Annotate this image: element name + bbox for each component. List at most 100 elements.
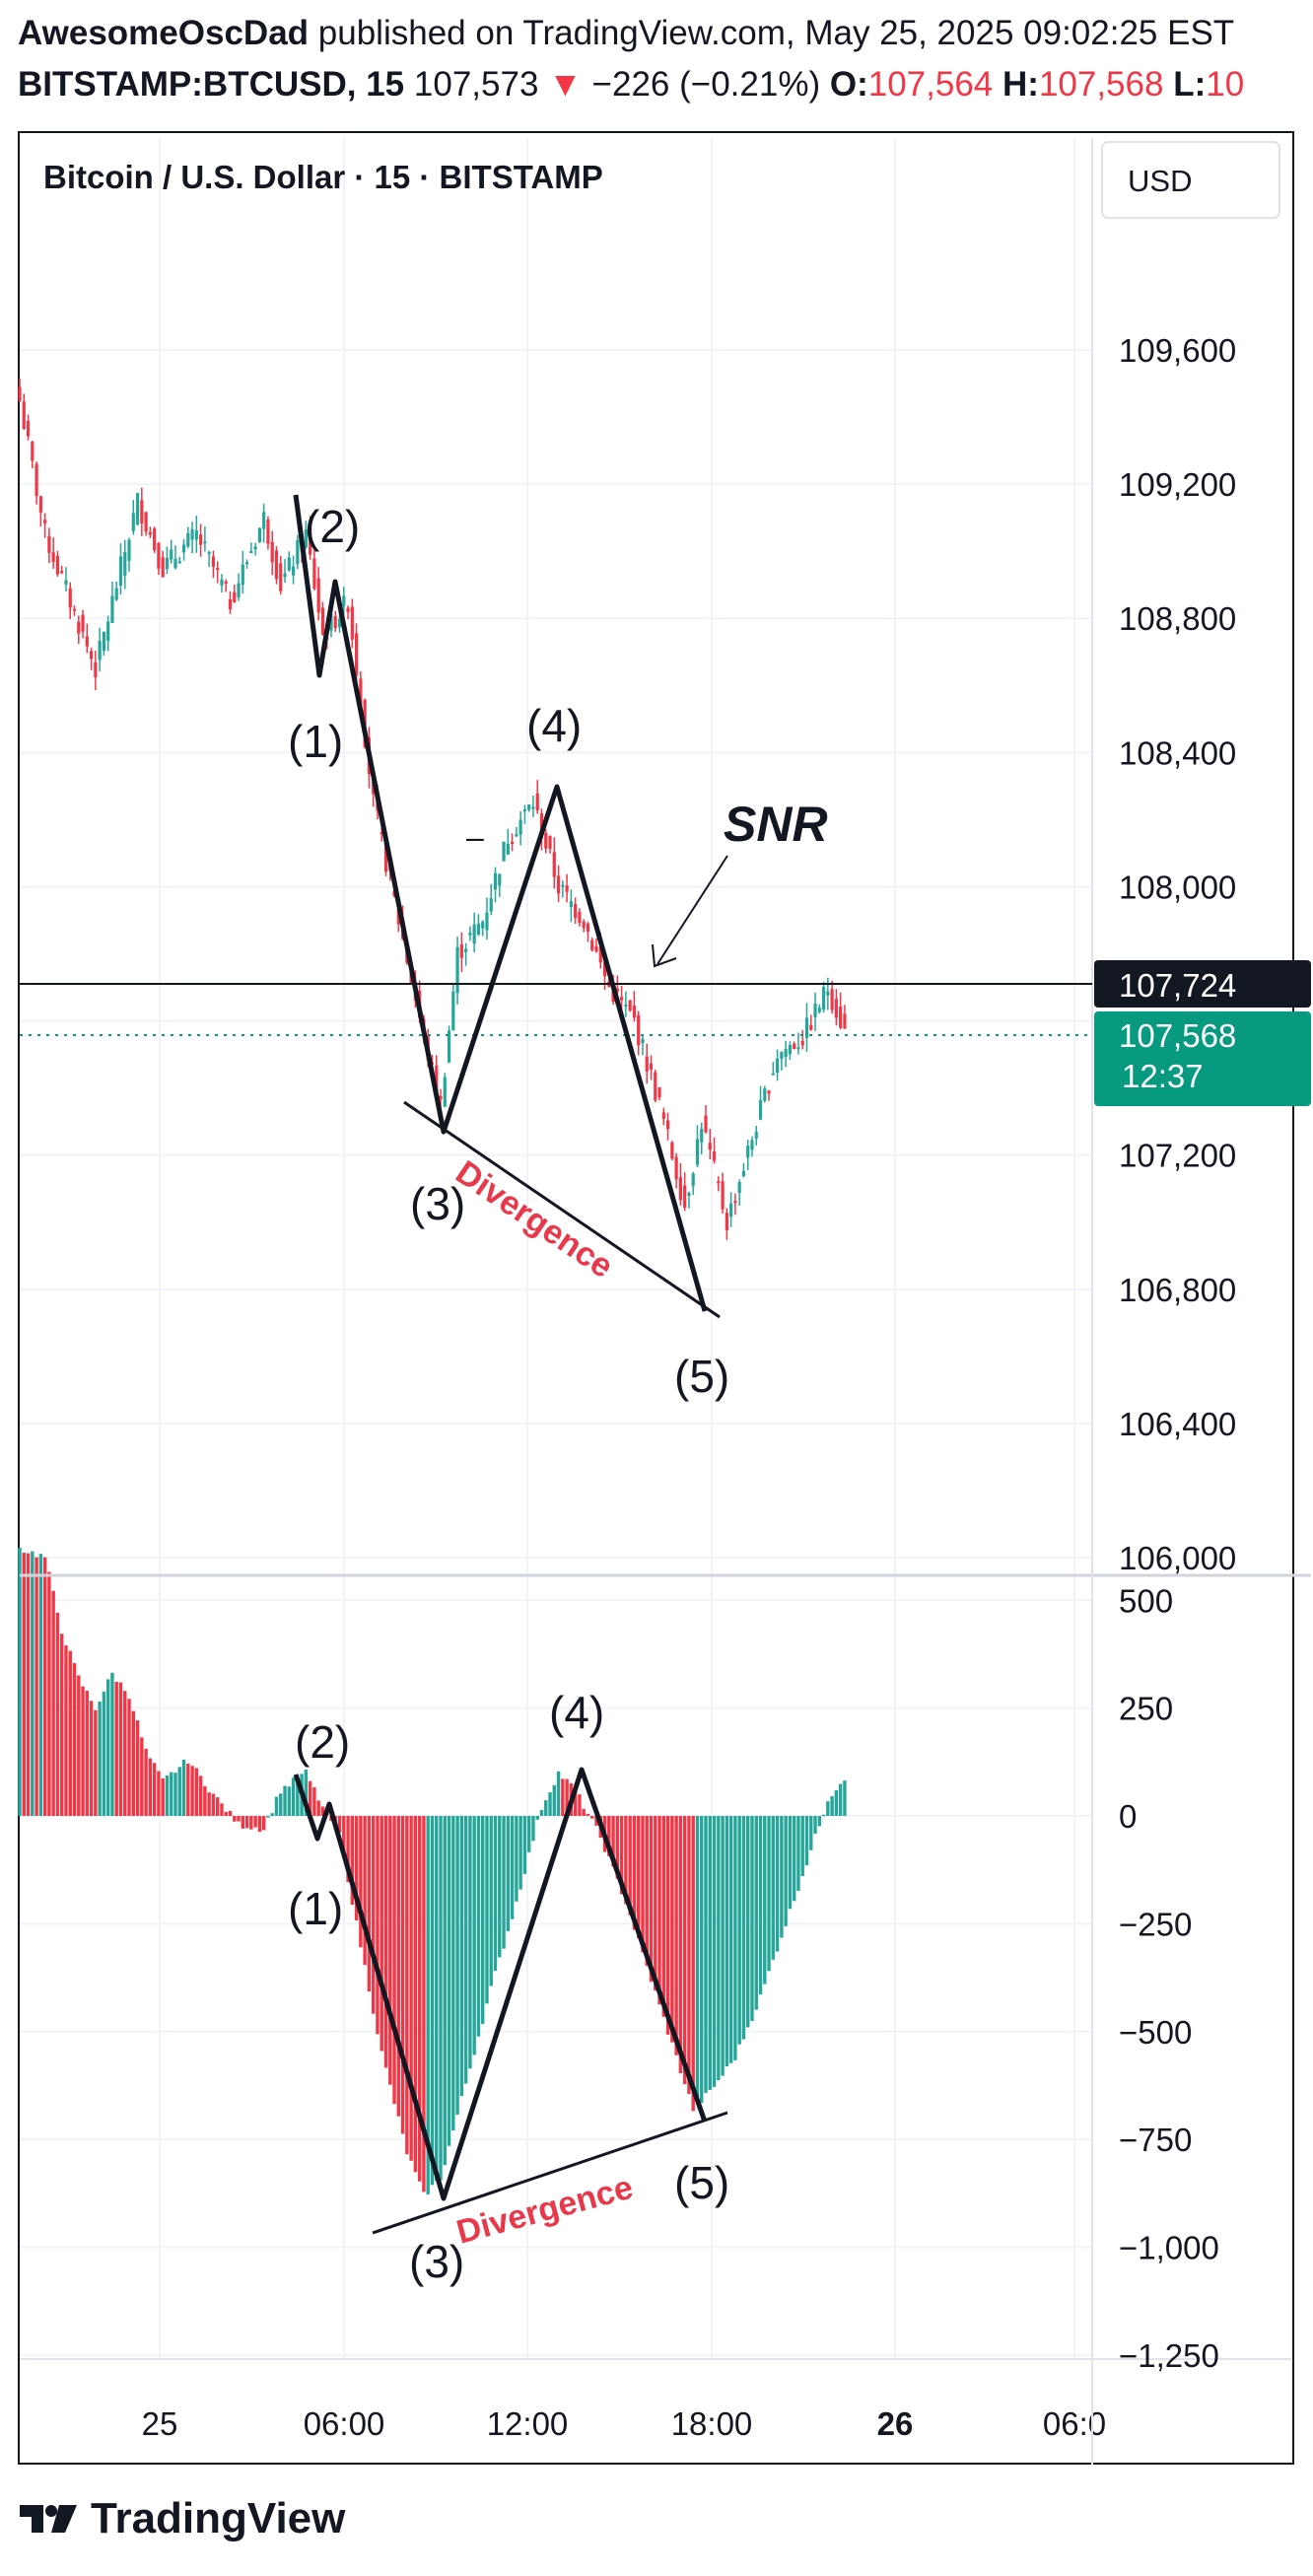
candle[interactable] [447,1025,451,1064]
candle[interactable] [776,1049,780,1081]
candle[interactable] [459,932,463,972]
candle[interactable] [464,942,468,966]
candle[interactable] [632,991,637,1022]
candle[interactable] [569,889,573,923]
candle[interactable] [518,810,522,846]
candle[interactable] [704,1104,708,1134]
candle[interactable] [157,541,161,575]
candle[interactable] [552,837,556,889]
candle[interactable] [279,555,283,595]
candle[interactable] [47,527,51,564]
candle[interactable] [813,992,817,1031]
candle[interactable] [270,530,274,576]
candle[interactable] [194,516,198,553]
candle[interactable] [118,543,123,595]
candle[interactable] [135,492,140,526]
currency-button[interactable]: USD [1101,141,1280,219]
candle[interactable] [510,833,515,852]
candle[interactable] [796,1032,800,1055]
candle[interactable] [190,522,194,554]
candle[interactable] [309,516,312,560]
symbol[interactable]: BITSTAMP:BTCUSD, 15 [18,65,405,104]
candle[interactable] [283,559,287,584]
candle[interactable] [89,647,94,670]
candle[interactable] [177,556,181,564]
candle[interactable] [342,587,346,615]
candle[interactable] [55,550,60,577]
candle[interactable] [708,1128,712,1159]
candle[interactable] [624,991,628,1017]
candle[interactable] [793,1041,796,1050]
candle[interactable] [186,526,190,549]
candle[interactable] [233,584,237,603]
candle[interactable] [821,981,826,1013]
candle[interactable] [586,922,590,942]
candle[interactable] [691,1171,695,1195]
candle[interactable] [661,1107,665,1126]
candle[interactable] [780,1051,784,1071]
candle[interactable] [737,1179,741,1206]
candle[interactable] [657,1086,661,1101]
candle[interactable] [304,521,308,550]
candle[interactable] [291,555,296,585]
candle[interactable] [746,1140,750,1170]
candle[interactable] [203,526,207,552]
wave-path-oscillator[interactable] [293,1767,708,2201]
candle[interactable] [274,546,279,585]
candle[interactable] [443,1073,447,1107]
candle[interactable] [649,1055,654,1080]
candle[interactable] [725,1208,728,1240]
candle[interactable] [106,615,110,652]
candle[interactable] [481,920,485,937]
candle[interactable] [754,1126,758,1147]
candle[interactable] [741,1162,746,1178]
candle[interactable] [207,550,211,568]
candle[interactable] [843,1005,847,1029]
candle[interactable] [51,537,55,569]
tradingview-logo[interactable]: TradingView [18,2494,345,2543]
candle[interactable] [670,1140,674,1161]
candle[interactable] [830,980,834,1014]
candle[interactable] [38,495,42,527]
candle[interactable] [468,926,472,941]
divergence-line-oscillator[interactable] [372,2111,728,2235]
candle[interactable] [683,1172,687,1212]
candle[interactable] [94,650,98,691]
candle[interactable] [72,605,77,616]
candle[interactable] [123,539,127,590]
candle[interactable] [296,534,300,570]
candle[interactable] [578,908,582,927]
candle[interactable] [98,627,102,671]
candle[interactable] [531,795,535,817]
candle[interactable] [506,828,510,855]
candle[interactable] [102,631,105,657]
candle[interactable] [68,582,72,620]
candle[interactable] [729,1192,733,1227]
candle[interactable] [64,567,68,592]
candle[interactable] [199,523,203,557]
candle[interactable] [346,605,350,620]
candle[interactable] [244,559,249,569]
candle[interactable] [574,897,578,925]
candle[interactable] [476,914,481,937]
candle[interactable] [548,835,552,854]
candle[interactable] [110,581,114,624]
candle[interactable] [763,1085,767,1103]
candle[interactable] [594,938,598,953]
candle[interactable] [224,579,228,592]
candle[interactable] [817,1004,821,1014]
candle[interactable] [228,591,233,614]
candle[interactable] [535,780,539,814]
candle[interactable] [455,936,459,1005]
candle[interactable] [320,601,325,636]
wave-path-price[interactable] [293,494,708,1312]
candle[interactable] [590,938,594,952]
candle[interactable] [81,609,85,639]
candle[interactable] [140,487,144,536]
candle[interactable] [788,1041,793,1061]
candle[interactable] [173,545,177,570]
candle[interactable] [498,873,502,897]
candle[interactable] [216,561,220,584]
candle[interactable] [262,503,266,543]
